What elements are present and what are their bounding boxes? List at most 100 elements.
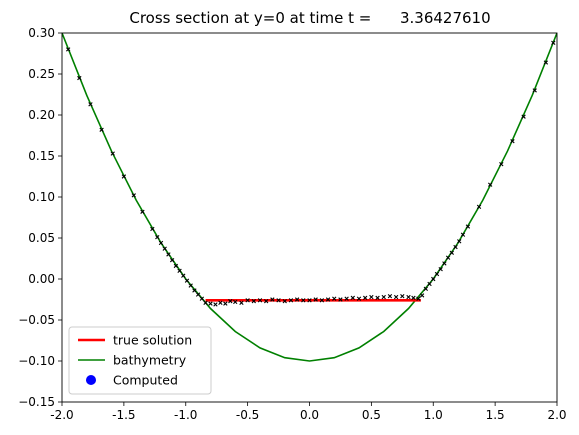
computed-point-marker	[499, 162, 504, 167]
computed-point	[332, 296, 337, 301]
computed-point	[208, 301, 213, 306]
computed-point-marker	[203, 300, 208, 305]
computed-point-marker	[362, 295, 368, 301]
computed-point-marker	[551, 40, 556, 46]
computed-point	[387, 294, 393, 299]
computed-point	[181, 273, 186, 278]
computed-point-marker	[338, 297, 343, 302]
computed-point-marker	[213, 302, 218, 307]
computed-point-marker	[184, 278, 190, 283]
computed-point-marker	[313, 297, 318, 302]
computed-point-marker	[319, 298, 325, 303]
computed-point	[177, 268, 182, 273]
computed-point-marker	[99, 127, 104, 132]
computed-point-marker	[406, 294, 411, 300]
computed-point	[158, 240, 164, 246]
computed-point-marker	[131, 193, 136, 198]
computed-point-marker	[228, 298, 233, 304]
computed-point-marker	[263, 298, 269, 304]
computed-point	[218, 300, 223, 305]
computed-point	[369, 294, 374, 300]
computed-point-marker	[158, 240, 164, 246]
computed-point	[411, 295, 416, 301]
x-tick-label: -1.0	[174, 408, 197, 422]
computed-point-marker	[88, 102, 93, 107]
x-tick-label: 0.0	[300, 408, 319, 422]
computed-point	[400, 294, 405, 299]
computed-point	[431, 276, 436, 282]
computed-point-marker	[301, 298, 306, 303]
computed-point	[131, 193, 136, 198]
computed-point	[173, 263, 179, 269]
y-tick-label: 0.25	[28, 67, 55, 81]
computed-point	[393, 294, 399, 300]
computed-point-marker	[208, 301, 213, 306]
computed-point	[166, 252, 171, 257]
computed-point-marker	[140, 209, 145, 214]
legend-label: true solution	[113, 333, 192, 348]
computed-point	[184, 278, 190, 283]
computed-point	[65, 47, 71, 52]
computed-point	[213, 302, 218, 307]
computed-point-marker	[543, 60, 549, 65]
computed-point-marker	[251, 298, 257, 304]
computed-point-marker	[521, 114, 526, 119]
x-tick-label: 2.0	[547, 408, 566, 422]
computed-point-marker	[199, 296, 205, 301]
computed-point-marker	[375, 295, 380, 301]
chart-title: Cross section at y=0 at time t = 3.36427…	[129, 9, 490, 27]
computed-point	[301, 298, 306, 303]
computed-point-marker	[169, 257, 175, 263]
computed-point-marker	[288, 298, 294, 303]
computed-point	[192, 288, 197, 293]
computed-point-marker	[150, 226, 155, 232]
computed-point-marker	[325, 297, 331, 302]
computed-point-marker	[419, 293, 425, 298]
computed-point-marker	[270, 297, 275, 302]
computed-point	[543, 60, 549, 65]
computed-point-marker	[233, 299, 238, 305]
computed-point	[434, 271, 440, 277]
computed-point	[449, 250, 455, 255]
computed-point-marker	[442, 261, 447, 266]
computed-point	[150, 226, 155, 232]
computed-point	[465, 224, 471, 229]
computed-point-marker	[344, 296, 349, 301]
computed-point	[356, 296, 362, 301]
computed-point	[381, 294, 386, 300]
computed-point	[245, 298, 250, 303]
computed-point	[199, 296, 205, 301]
computed-point-marker	[257, 298, 263, 303]
computed-point	[532, 88, 537, 93]
x-tick-label: 1.0	[424, 408, 443, 422]
computed-point-marker	[381, 294, 386, 300]
computed-point-marker	[532, 88, 537, 93]
computed-point-marker	[387, 294, 393, 299]
computed-point-marker	[460, 232, 466, 237]
computed-point	[499, 162, 504, 167]
computed-point	[438, 266, 443, 272]
computed-point	[263, 298, 269, 304]
computed-point-marker	[438, 266, 443, 272]
computed-point-marker	[162, 246, 167, 251]
computed-point-marker	[393, 294, 399, 300]
computed-point-marker	[416, 296, 421, 301]
computed-point	[427, 281, 432, 287]
computed-point	[169, 257, 175, 263]
computed-point	[276, 298, 281, 303]
computed-point-marker	[195, 292, 201, 297]
computed-point-marker	[332, 296, 337, 301]
computed-point	[155, 234, 160, 240]
computed-point-marker	[294, 297, 300, 302]
computed-point	[453, 244, 458, 250]
computed-point-marker	[487, 182, 493, 187]
computed-point	[251, 298, 257, 304]
computed-point	[307, 298, 312, 303]
computed-point-marker	[449, 250, 455, 255]
computed-point	[319, 298, 325, 303]
computed-point-marker	[181, 273, 186, 278]
computed-point	[121, 174, 127, 179]
computed-point	[344, 296, 349, 301]
x-tick-label: -0.5	[236, 408, 259, 422]
computed-point	[313, 297, 318, 302]
